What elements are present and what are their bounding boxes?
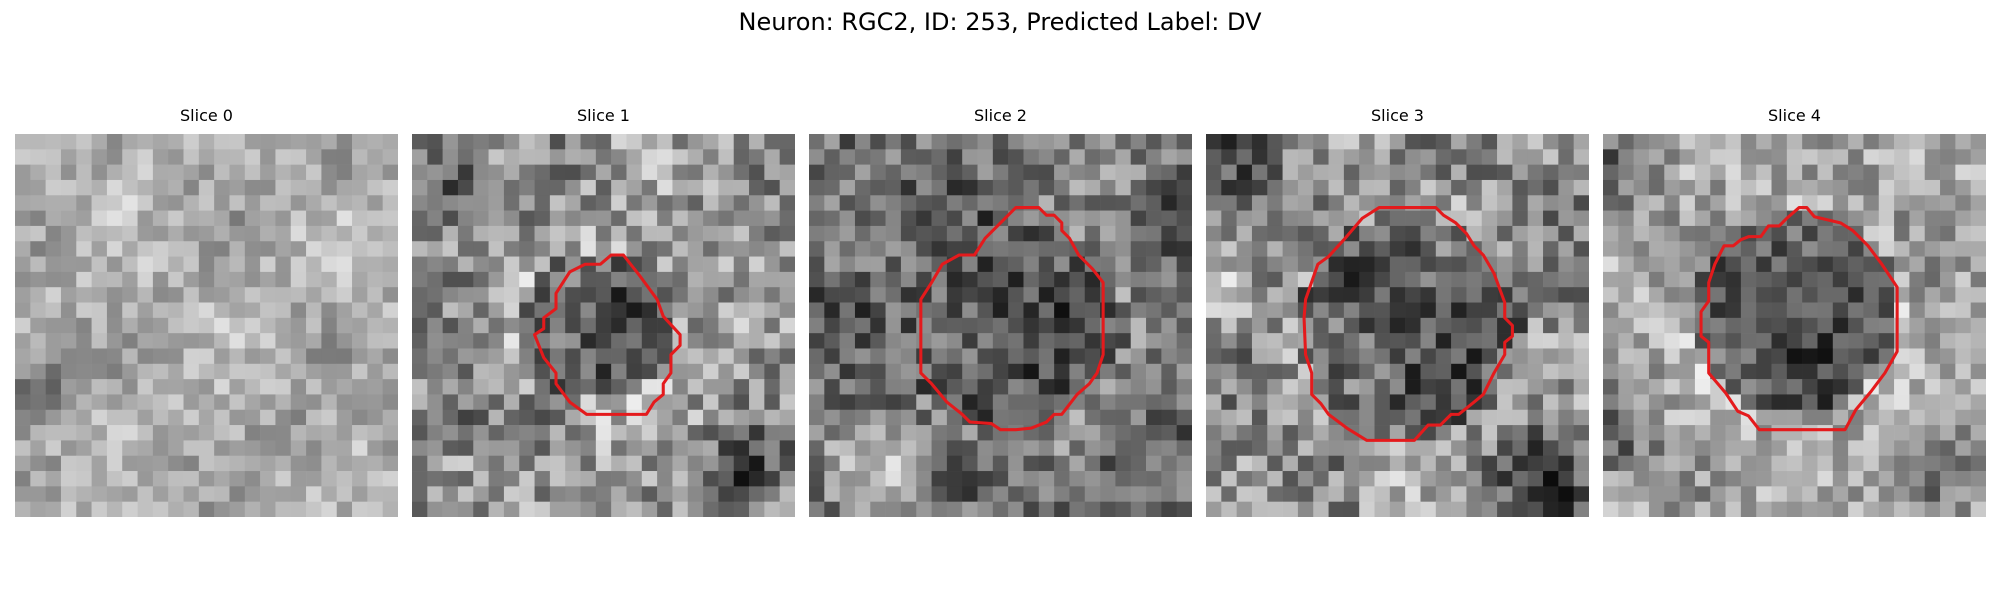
figure-title: Neuron: RGC2, ID: 253, Predicted Label: … bbox=[738, 8, 1262, 36]
slice-title-4: Slice 4 bbox=[1768, 106, 1821, 125]
cell-outline-3 bbox=[1302, 206, 1514, 442]
slice-pixels-0 bbox=[15, 134, 398, 517]
cell-outline-2 bbox=[919, 206, 1105, 432]
slice-pixels-1 bbox=[412, 134, 795, 517]
slice-image-2 bbox=[809, 134, 1192, 517]
slice-image-1 bbox=[412, 134, 795, 517]
cell-outline-4 bbox=[1699, 206, 1899, 432]
slice-title-1: Slice 1 bbox=[577, 106, 630, 125]
slice-pixels-3 bbox=[1206, 134, 1589, 517]
slice-title-2: Slice 2 bbox=[974, 106, 1027, 125]
cell-outline-1 bbox=[533, 253, 682, 416]
slice-image-4 bbox=[1603, 134, 1986, 517]
slice-pixels-2 bbox=[809, 134, 1192, 517]
slice-image-3 bbox=[1206, 134, 1589, 517]
slice-image-0 bbox=[15, 134, 398, 517]
slice-title-0: Slice 0 bbox=[180, 106, 233, 125]
slice-title-3: Slice 3 bbox=[1371, 106, 1424, 125]
slice-pixels-4 bbox=[1603, 134, 1986, 517]
